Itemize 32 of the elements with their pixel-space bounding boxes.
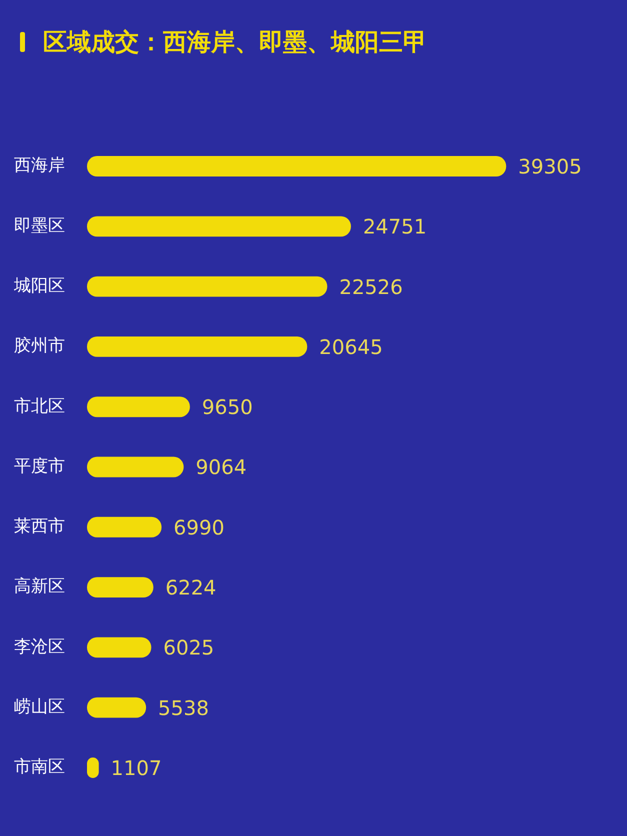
- bar: [87, 156, 506, 176]
- data-label: 6224: [165, 575, 216, 600]
- y-tick-label: 市南区: [14, 757, 65, 778]
- y-tick-label: 城阳区: [13, 276, 65, 296]
- bar: [87, 577, 154, 598]
- data-label: 20645: [319, 334, 383, 359]
- bar: [87, 456, 184, 478]
- y-tick-label: 崂山区: [14, 697, 65, 718]
- y-tick-label: 西海岸: [14, 156, 65, 176]
- data-label: 9064: [196, 455, 247, 480]
- bar: [87, 276, 328, 297]
- y-tick-label: 高新区: [14, 576, 65, 597]
- chart-title: 区域成交：西海岸、即墨、城阳三甲: [43, 27, 427, 58]
- y-tick-label: 即墨区: [14, 216, 65, 236]
- data-label: 6990: [174, 515, 224, 540]
- y-tick-label: 市北区: [14, 396, 65, 416]
- data-label: 9650: [202, 395, 253, 420]
- bar: [87, 637, 152, 658]
- bar: [87, 396, 190, 418]
- bar: [87, 336, 308, 357]
- bar: [87, 516, 162, 538]
- y-tick-label: 莱西市: [14, 516, 65, 537]
- data-label: 1107: [110, 756, 162, 780]
- data-label: 6025: [163, 636, 214, 660]
- bar: [87, 216, 351, 237]
- data-label: 22526: [339, 274, 403, 299]
- data-label: 39305: [518, 154, 582, 178]
- y-tick-label: 平度市: [14, 456, 65, 476]
- y-tick-label: 李沧区: [14, 636, 65, 657]
- y-tick-label: 胶州市: [14, 336, 65, 356]
- data-label: 24751: [362, 214, 427, 239]
- data-label: 5538: [158, 696, 209, 720]
